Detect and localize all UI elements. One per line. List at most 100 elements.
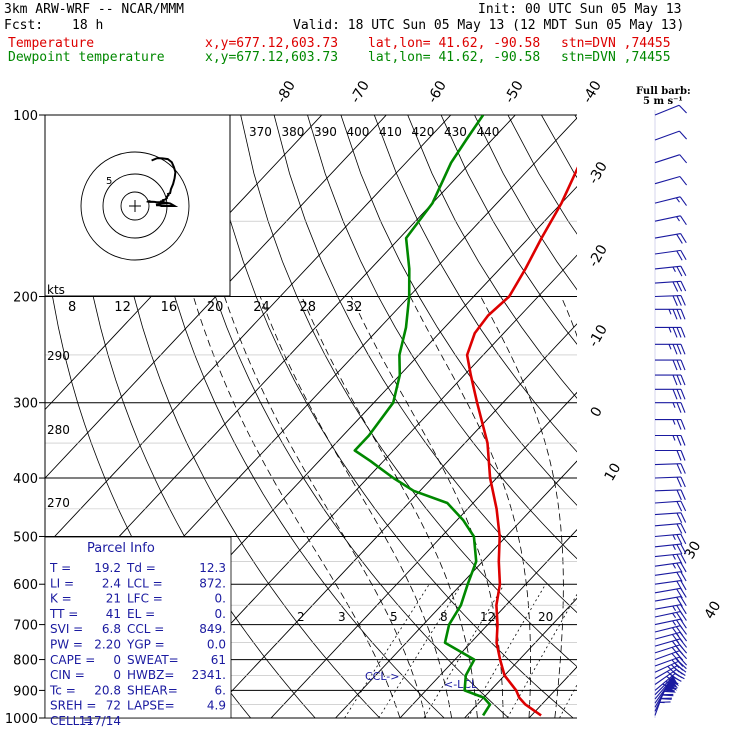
mixing-ratio-line	[423, 583, 505, 718]
wind-barb-feather	[680, 309, 686, 320]
wind-barb	[654, 215, 687, 226]
wind-barb-feather	[680, 435, 686, 446]
wind-barb-feather	[676, 489, 682, 501]
wind-barb-staff	[654, 249, 681, 255]
wind-barb-feather	[676, 619, 683, 630]
wind-barb-staff	[654, 650, 680, 661]
wind-barb-staff	[654, 522, 681, 527]
isotherm-line	[45, 115, 452, 548]
wind-barb-feather	[680, 344, 686, 355]
wind-barb-half-feather	[672, 419, 676, 425]
wind-barb-half-feather	[672, 534, 676, 540]
dry-adiabat-line	[440, 115, 577, 345]
moist-adiabat-line	[259, 296, 452, 718]
isotherm-line	[594, 115, 740, 718]
wind-barb	[655, 308, 686, 320]
speed-label: 12	[114, 300, 131, 315]
wind-barb-staff	[654, 463, 682, 466]
wind-barb	[654, 562, 687, 573]
hodograph-ring-label: 5	[106, 176, 112, 187]
wind-barb-feather	[672, 295, 678, 306]
theta-label: 380	[282, 125, 305, 139]
parcel-label: EL =	[127, 607, 155, 621]
pressure-tick-label: 900	[13, 684, 38, 699]
wind-barb-staff	[654, 553, 681, 558]
speed-label: 20	[207, 300, 224, 315]
wind-barb-feather	[676, 450, 682, 461]
dewpoint-legend-latlon: lat,lon= 41.62, -90.58	[368, 50, 541, 65]
parcel-value: 20.8	[94, 683, 121, 697]
parcel-label: K =	[50, 592, 72, 606]
wind-barb-feather	[670, 664, 680, 673]
valid-time: Valid: 18 UTC Sun 05 May 13 (12 MDT Sun …	[293, 18, 685, 33]
wind-barbs	[654, 104, 688, 718]
wind-barb-feather	[666, 676, 676, 683]
wind-barb-feather	[679, 130, 688, 140]
wind-barb-half-feather	[672, 605, 677, 611]
temperature-trace	[465, 166, 577, 717]
parcel-label: LFC =	[127, 592, 163, 606]
parcel-label: LAPSE=	[127, 699, 175, 713]
wind-barb	[655, 359, 686, 371]
isotherm-line	[399, 529, 577, 718]
moist-adiabat-line	[606, 297, 652, 719]
wind-barb-half-feather	[672, 612, 677, 619]
isotherm-right-label: -20	[586, 242, 611, 270]
pressure-tick-label: 400	[13, 472, 38, 487]
wind-barb-staff	[654, 673, 676, 691]
dewpoint-legend-xy: x,y=677.12,603.73	[205, 50, 339, 65]
wind-barb-half-feather	[672, 402, 676, 408]
wind-barb	[655, 326, 686, 338]
wind-barb-half-feather	[672, 563, 676, 569]
barb-legend-title: Full barb:	[636, 86, 691, 97]
parcel-value: 72	[106, 699, 121, 713]
pressure-tick-label: 700	[13, 619, 38, 634]
wind-barb-staff	[654, 596, 681, 602]
parcel-value: 12.3	[199, 561, 226, 575]
dry-adiabat-line	[407, 115, 577, 399]
pressure-tick-label: 300	[13, 397, 38, 412]
mixing-ratio-label: 2	[297, 610, 305, 624]
isotherm-line	[723, 115, 740, 718]
wind-barb-feather	[676, 374, 682, 386]
wind-barb-feather	[665, 680, 676, 687]
wind-barb-staff	[654, 130, 680, 141]
speed-label: 28	[300, 300, 317, 315]
hodograph-inset: 5	[44, 114, 231, 297]
wind-barb-feather	[671, 653, 680, 662]
wind-barb	[654, 604, 687, 615]
wind-barb-feather	[680, 295, 686, 306]
wind-barb-feather	[660, 698, 672, 700]
wind-barb-feather	[666, 671, 676, 679]
wind-barb-feather	[679, 196, 687, 206]
wind-barb-feather	[680, 359, 686, 371]
theta-label: 410	[379, 125, 402, 139]
isotherm-line	[141, 254, 577, 718]
wind-barb-half-feather	[668, 344, 672, 350]
isotherm-top-label: -40	[580, 78, 605, 106]
parcel-value: 872.	[199, 576, 226, 590]
wind-barb-feather	[671, 640, 680, 650]
wind-barb-feather	[672, 359, 678, 371]
wind-barb	[655, 419, 686, 430]
wind-barb-staff	[654, 571, 681, 576]
wind-barb-staff	[654, 265, 681, 270]
wind-barb-half-feather	[672, 544, 676, 550]
parcel-value: 849.	[199, 622, 226, 636]
isotherm-line	[45, 115, 516, 616]
parcel-label: YGP =	[126, 638, 165, 652]
wind-barb-feather	[680, 553, 687, 564]
wind-barb-staff	[654, 669, 677, 685]
parcel-label: Tc =	[49, 683, 76, 697]
wind-barb	[654, 678, 679, 700]
parcel-info-title: Parcel Info	[87, 541, 155, 556]
parcel-label: CIN =	[50, 668, 85, 682]
wind-barb-feather	[672, 627, 680, 637]
isotherm-top-label: -70	[348, 78, 373, 106]
data-series	[353, 115, 577, 717]
hodograph-ring	[80, 151, 190, 261]
wind-barb-feather	[676, 612, 683, 622]
dewpoint-legend-name: Dewpoint temperature	[8, 50, 165, 65]
wind-barb	[654, 489, 686, 501]
theta-label: 370	[249, 125, 272, 139]
